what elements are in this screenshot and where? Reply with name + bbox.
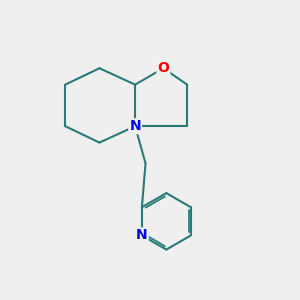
Text: N: N: [129, 119, 141, 133]
Text: N: N: [136, 229, 148, 242]
Text: O: O: [158, 61, 169, 75]
